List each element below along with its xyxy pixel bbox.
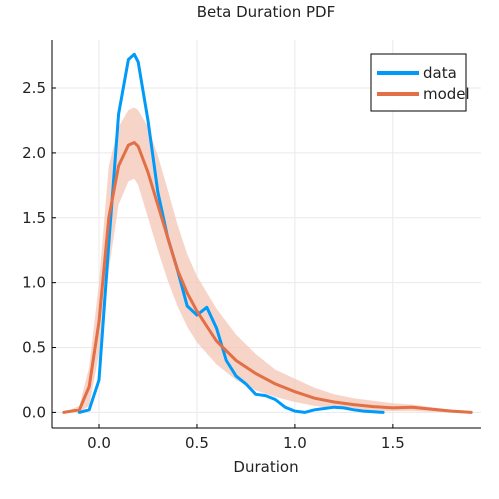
x-tick-label: 1.5	[381, 434, 405, 452]
y-tick-label: 0.5	[22, 339, 46, 357]
x-tick-label: 1.0	[283, 434, 307, 452]
y-tick-label: 2.0	[22, 144, 46, 162]
legend-box	[370, 53, 467, 112]
legend: data model	[370, 53, 470, 112]
chart-title: Beta Duration PDF	[197, 3, 336, 21]
y-tick-label: 1.0	[22, 274, 46, 292]
series-line-model	[62, 141, 473, 414]
y-tick-label: 0.0	[22, 403, 46, 421]
legend-label-model: model	[423, 85, 470, 103]
x-tick-label: 0.0	[87, 434, 111, 452]
x-tick-label: 0.5	[185, 434, 209, 452]
model-uncertainty-band	[63, 107, 472, 413]
x-axis-label: Duration	[233, 458, 298, 476]
legend-label-data: data	[423, 64, 457, 82]
y-tick-label: 1.5	[22, 209, 46, 227]
series-line-data	[77, 52, 385, 414]
y-tick-label: 2.5	[22, 79, 46, 97]
